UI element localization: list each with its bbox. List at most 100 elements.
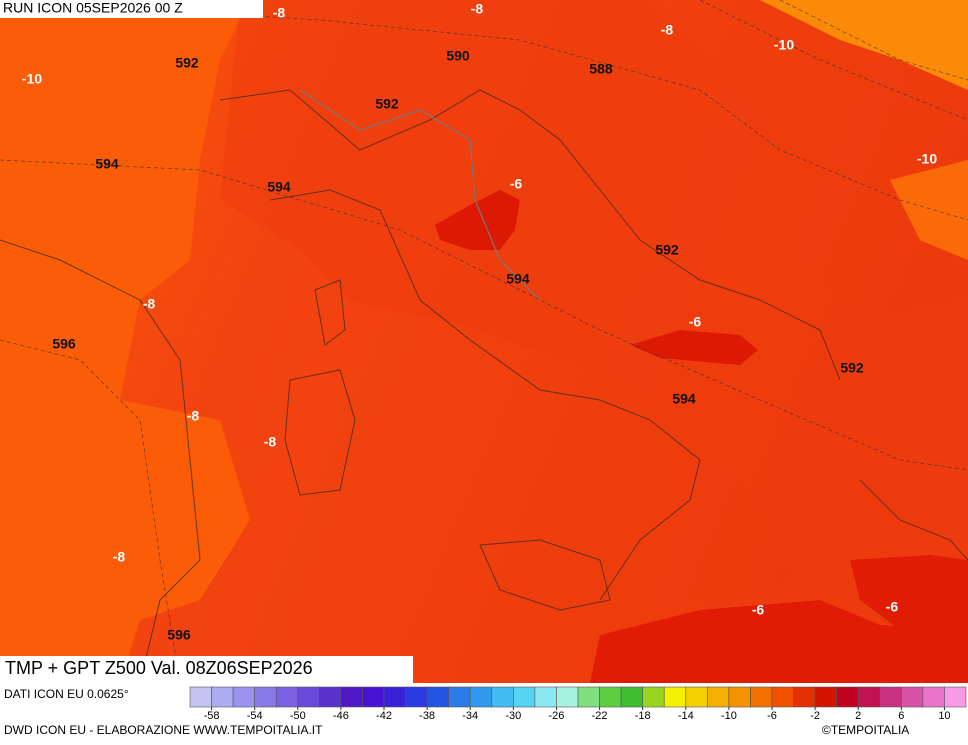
colorbar-tick-label: -38: [419, 710, 435, 722]
colorbar-swatch: [642, 686, 665, 708]
contour-label: -8: [471, 1, 484, 17]
map: [0, 0, 968, 684]
colorbar-tick-label: -30: [505, 710, 521, 722]
colorbar-tick-label: -42: [376, 710, 392, 722]
contour-labels: -8 -8 -8 -10 -10 592 590 588 592 594 594 -10 -6 592 59…: [22, 1, 937, 643]
colorbar-swatch: [750, 686, 773, 708]
coastline-sardinia: [284, 369, 356, 496]
colorbar-tick-label: -2: [810, 710, 820, 722]
contour-label: 594: [672, 391, 696, 407]
colorbar-swatch: [793, 686, 816, 708]
isohypse: [0, 159, 968, 471]
contour-label: 592: [655, 242, 679, 258]
contour-label: 594: [95, 156, 119, 172]
colorbar-tick-label: -46: [333, 710, 349, 722]
warm-zone-east: [890, 160, 968, 260]
colorbar-swatch: [362, 686, 385, 708]
contour-label: -8: [113, 549, 126, 565]
colorbar-tick-label: -14: [678, 710, 694, 722]
cold-zone-greece: [850, 555, 968, 640]
colorbar-swatch: [189, 686, 212, 708]
colorbar-tick-label: -54: [247, 710, 263, 722]
coastline: [0, 239, 201, 684]
colorbar-swatch: [556, 686, 579, 708]
colorbar-swatch: [901, 686, 924, 708]
colorbar-swatch: [922, 686, 945, 708]
colorbar-tick-label: -10: [721, 710, 737, 722]
contour-label: -8: [187, 408, 200, 424]
contour-label: 592: [840, 360, 864, 376]
colorbar-swatch: [685, 686, 708, 708]
coastline: [219, 89, 841, 381]
coastline-sicily: [479, 539, 611, 611]
contour-label: 596: [52, 336, 76, 352]
contour-label: 592: [375, 96, 399, 112]
colorbar-swatch: [577, 686, 600, 708]
contour-label: -8: [273, 5, 286, 21]
colorbar: -58 -54 -50 -46 -42 -38 -34 -30 -26 -22 -18 -14 -10-…: [189, 686, 967, 722]
contour-label: 590: [446, 48, 470, 64]
isohypse: [0, 0, 968, 221]
colorbar-swatch: [448, 686, 471, 708]
contour-label: -10: [22, 71, 42, 87]
colorbar-swatch: [319, 686, 342, 708]
colorbar-swatch: [814, 686, 837, 708]
colorbar-swatch: [836, 686, 859, 708]
colorbar-tick-label: -58: [204, 710, 220, 722]
source: DATI ICON EU 0.0625°: [4, 687, 129, 701]
colorbar-swatch: [944, 686, 967, 708]
colorbar-swatch: [663, 686, 687, 708]
colorbar-swatch: [405, 686, 428, 708]
colorbar-tick-label: -50: [290, 710, 306, 722]
contour-label: -10: [917, 151, 937, 167]
contour-label: -6: [689, 314, 702, 330]
colorbar-swatch: [879, 686, 902, 708]
cold-zone-south: [590, 600, 968, 683]
contour-label: -8: [661, 22, 674, 38]
cold-zone-adriatic: [630, 330, 758, 365]
run-label: RUN ICON 05SEP2026 00 Z: [3, 0, 183, 16]
colorbar-swatch: [491, 686, 514, 708]
colorbar-swatch: [426, 686, 449, 708]
colorbar-swatch: [599, 686, 622, 708]
colorbar-swatch: [275, 686, 299, 708]
zone-center: [220, 0, 968, 683]
title-box: [0, 656, 413, 683]
coastline: [859, 479, 968, 561]
isohypse: [699, 0, 968, 121]
colorbar-tick-label: -26: [548, 710, 564, 722]
contour-label: -6: [886, 599, 899, 615]
isohypse: [0, 339, 181, 684]
colorbar-swatch: [620, 686, 643, 708]
map-title: TMP + GPT Z500 Val. 08Z06SEP2026: [5, 658, 313, 678]
header-box: [0, 0, 263, 18]
colorbar-swatch: [469, 686, 493, 708]
warm-zone-northeast: [760, 0, 968, 90]
colorbar-tick-label: 6: [898, 710, 904, 722]
contour-label: 588: [589, 61, 613, 77]
cold-zone-apennines: [435, 190, 520, 250]
contour-label: -10: [774, 37, 794, 53]
colorbar-swatch: [297, 686, 320, 708]
colorbar-tick-label: -22: [592, 710, 608, 722]
colorbar-tick-label: 10: [938, 710, 950, 722]
contour-label: -8: [264, 434, 277, 450]
colorbar-swatch: [340, 686, 363, 708]
contour-label: -6: [752, 602, 765, 618]
coastline: [269, 189, 701, 601]
colorbar-tick-label: 2: [855, 710, 861, 722]
contour-label: 592: [175, 55, 199, 71]
colorbar-swatch: [211, 686, 234, 708]
colorbar-tick-label: -34: [462, 710, 478, 722]
colorbar-swatch: [771, 686, 794, 708]
colorbar-swatch: [232, 686, 255, 708]
credit: DWD ICON EU - ELABORAZIONE WWW.TEMPOITAL…: [4, 723, 323, 737]
isohypse: [779, 0, 968, 81]
colorbar-swatch: [513, 686, 536, 708]
colorbar-swatch: [728, 686, 751, 708]
colorbar-swatch: [534, 686, 557, 708]
contour-label: -6: [510, 176, 523, 192]
warm-zone-west: [0, 0, 250, 683]
border: [299, 89, 541, 301]
